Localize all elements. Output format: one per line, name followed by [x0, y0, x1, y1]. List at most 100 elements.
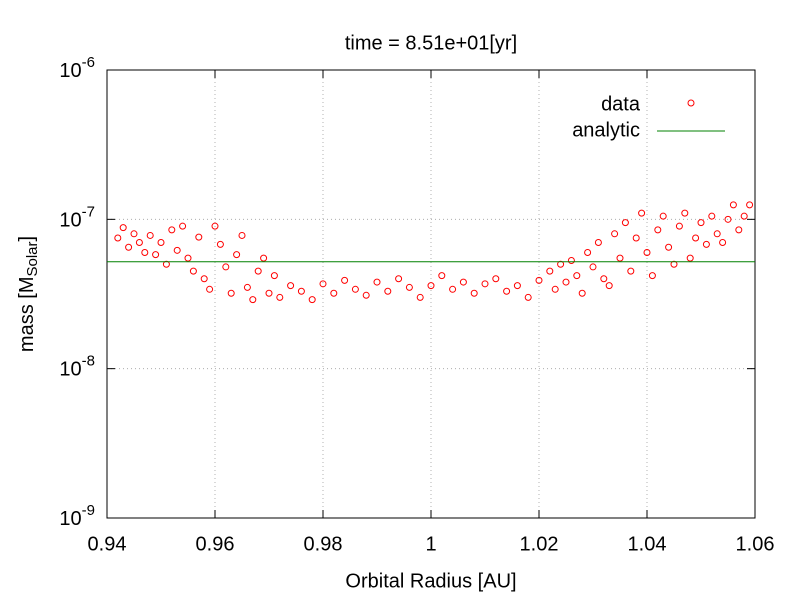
data-point: [459, 278, 467, 286]
y-tick-base: 10: [59, 60, 81, 82]
x-axis-label: Orbital Radius [AU]: [345, 570, 516, 592]
data-point: [222, 263, 230, 271]
data-point: [362, 291, 370, 299]
y-tick-exponent: -8: [82, 353, 95, 370]
data-point: [616, 254, 624, 262]
data-point: [551, 285, 559, 293]
data-point: [179, 222, 187, 230]
data-point: [233, 251, 241, 259]
data-point: [578, 289, 586, 297]
data-point: [659, 212, 667, 220]
data-point: [692, 234, 700, 242]
data-point: [200, 275, 208, 283]
data-point: [227, 289, 235, 297]
x-tick-label: 1.04: [628, 533, 667, 555]
data-point: [297, 287, 305, 295]
data-point: [503, 287, 511, 295]
data-point: [740, 212, 748, 220]
data-point: [276, 293, 284, 301]
data-point: [152, 251, 160, 259]
x-tick-label: 1.02: [520, 533, 559, 555]
data-point: [238, 231, 246, 239]
data-point: [638, 209, 646, 217]
data-point: [119, 224, 127, 232]
data-point: [589, 263, 597, 271]
data-point: [470, 289, 478, 297]
data-point: [681, 209, 689, 217]
data-point: [351, 285, 359, 293]
x-tick-label: 1.06: [736, 533, 775, 555]
data-point: [319, 280, 327, 288]
data-point: [708, 212, 716, 220]
y-label-end: ]: [16, 236, 38, 242]
y-tick-base: 10: [59, 508, 81, 530]
x-tick-label: 1: [425, 533, 436, 555]
y-tick-exponent: -9: [82, 502, 95, 519]
data-point: [713, 230, 721, 238]
legend-label: data: [601, 93, 641, 115]
data-point: [243, 283, 251, 291]
data-point: [265, 289, 273, 297]
data-point: [135, 238, 143, 246]
data-point: [632, 234, 640, 242]
data-point: [427, 282, 435, 290]
data-point: [168, 226, 176, 234]
data-point: [249, 296, 257, 304]
data-point: [330, 289, 338, 297]
data-point: [746, 201, 754, 209]
x-tick-label: 0.94: [88, 533, 127, 555]
data-point: [146, 231, 154, 239]
data-point: [535, 276, 543, 284]
data-point: [395, 275, 403, 283]
data-point: [438, 272, 446, 280]
data-point: [584, 248, 592, 256]
y-tick-label: 10-6: [59, 54, 95, 82]
data-point: [594, 238, 602, 246]
data-point: [611, 230, 619, 238]
data-point: [627, 267, 635, 275]
data-point: [114, 234, 122, 242]
data-point: [524, 293, 532, 301]
data-point: [416, 293, 424, 301]
data-point: [308, 296, 316, 304]
data-point: [157, 238, 165, 246]
x-tick-label: 0.96: [196, 533, 235, 555]
data-point: [373, 278, 381, 286]
data-point: [600, 275, 608, 283]
y-tick-exponent: -7: [82, 203, 95, 220]
data-point: [724, 215, 732, 223]
data-point: [384, 287, 392, 295]
data-point: [573, 272, 581, 280]
data-point: [216, 240, 224, 248]
data-point: [643, 248, 651, 256]
x-tick-label: 0.98: [304, 533, 343, 555]
data-point: [341, 276, 349, 284]
data-point: [254, 267, 262, 275]
data-point: [206, 285, 214, 293]
data-point: [195, 233, 203, 241]
data-point: [449, 285, 457, 293]
data-point: [513, 282, 521, 290]
data-point: [567, 257, 575, 265]
data-point: [184, 254, 192, 262]
data-point: [492, 275, 500, 283]
data-point: [665, 243, 673, 251]
data-point: [654, 226, 662, 234]
data-point: [260, 254, 268, 262]
data-point: [562, 278, 570, 286]
data-point: [141, 248, 149, 256]
data-point: [130, 230, 138, 238]
data-point: [173, 246, 181, 254]
y-tick-base: 10: [59, 359, 81, 381]
legend-marker: [687, 99, 695, 107]
y-label-main: mass [M: [16, 277, 38, 353]
y-axis-label: mass [MSolar]: [16, 236, 41, 352]
data-point: [125, 243, 133, 251]
data-point: [648, 272, 656, 280]
data-point: [270, 272, 278, 280]
data-point: [697, 219, 705, 227]
chart-title: time = 8.51e+01[yr]: [345, 32, 517, 54]
y-tick-label: 10-9: [59, 502, 95, 530]
data-point: [702, 240, 710, 248]
data-point: [729, 201, 737, 209]
